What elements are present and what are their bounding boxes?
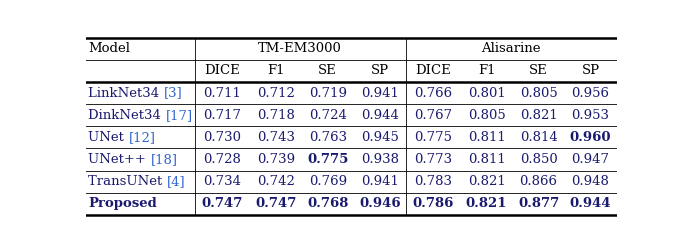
Text: DICE: DICE: [415, 64, 451, 78]
Text: UNet++: UNet++: [88, 153, 151, 166]
Text: 0.786: 0.786: [412, 197, 454, 210]
Text: 0.938: 0.938: [361, 153, 399, 166]
Text: 0.945: 0.945: [361, 131, 399, 144]
Text: F1: F1: [478, 64, 495, 78]
Text: 0.821: 0.821: [520, 109, 558, 122]
Text: 0.944: 0.944: [570, 197, 611, 210]
Text: 0.811: 0.811: [468, 153, 506, 166]
Text: [18]: [18]: [151, 153, 177, 166]
Text: 0.775: 0.775: [414, 131, 452, 144]
Text: F1: F1: [267, 64, 284, 78]
Text: 0.717: 0.717: [203, 109, 241, 122]
Text: 0.743: 0.743: [257, 131, 295, 144]
Text: 0.712: 0.712: [257, 86, 295, 100]
Text: 0.773: 0.773: [414, 153, 452, 166]
Text: 0.953: 0.953: [571, 109, 610, 122]
Text: 0.718: 0.718: [257, 109, 295, 122]
Text: 0.821: 0.821: [466, 197, 508, 210]
Text: 0.724: 0.724: [309, 109, 347, 122]
Text: Alisarine: Alisarine: [482, 42, 541, 55]
Text: TM-EM3000: TM-EM3000: [258, 42, 342, 55]
Text: SE: SE: [319, 64, 337, 78]
Text: 0.944: 0.944: [361, 109, 399, 122]
Text: 0.766: 0.766: [414, 86, 452, 100]
Text: 0.763: 0.763: [309, 131, 347, 144]
Text: SP: SP: [371, 64, 389, 78]
Text: 0.728: 0.728: [203, 153, 241, 166]
Text: [4]: [4]: [166, 175, 186, 188]
Text: 0.734: 0.734: [203, 175, 241, 188]
Text: 0.814: 0.814: [520, 131, 558, 144]
Text: 0.956: 0.956: [571, 86, 610, 100]
Text: 0.767: 0.767: [414, 109, 452, 122]
Text: UNet: UNet: [88, 131, 128, 144]
Text: 0.821: 0.821: [468, 175, 506, 188]
Text: [3]: [3]: [164, 86, 182, 100]
Text: [12]: [12]: [128, 131, 155, 144]
Text: Model: Model: [88, 42, 130, 55]
Text: 0.941: 0.941: [361, 175, 399, 188]
Text: 0.850: 0.850: [520, 153, 558, 166]
Text: 0.805: 0.805: [468, 109, 506, 122]
Text: 0.948: 0.948: [571, 175, 610, 188]
Text: 0.747: 0.747: [201, 197, 243, 210]
Text: [17]: [17]: [165, 109, 192, 122]
Text: 0.941: 0.941: [361, 86, 399, 100]
Text: 0.811: 0.811: [468, 131, 506, 144]
Text: 0.783: 0.783: [414, 175, 452, 188]
Text: 0.805: 0.805: [520, 86, 558, 100]
Text: 0.877: 0.877: [518, 197, 559, 210]
Text: 0.947: 0.947: [571, 153, 610, 166]
Text: 0.801: 0.801: [468, 86, 506, 100]
Text: 0.866: 0.866: [519, 175, 558, 188]
Text: SP: SP: [582, 64, 599, 78]
Text: 0.711: 0.711: [203, 86, 241, 100]
Text: 0.768: 0.768: [307, 197, 349, 210]
Text: 0.739: 0.739: [257, 153, 295, 166]
Text: 0.775: 0.775: [307, 153, 349, 166]
Text: 0.960: 0.960: [570, 131, 611, 144]
Text: 0.747: 0.747: [255, 197, 297, 210]
Text: 0.742: 0.742: [257, 175, 295, 188]
Text: Proposed: Proposed: [88, 197, 157, 210]
Text: TransUNet: TransUNet: [88, 175, 166, 188]
Text: SE: SE: [530, 64, 548, 78]
Text: 0.730: 0.730: [203, 131, 241, 144]
Text: LinkNet34: LinkNet34: [88, 86, 164, 100]
Text: 0.769: 0.769: [309, 175, 347, 188]
Text: 0.719: 0.719: [309, 86, 347, 100]
Text: DICE: DICE: [204, 64, 240, 78]
Text: DinkNet34: DinkNet34: [88, 109, 165, 122]
Text: 0.946: 0.946: [359, 197, 401, 210]
